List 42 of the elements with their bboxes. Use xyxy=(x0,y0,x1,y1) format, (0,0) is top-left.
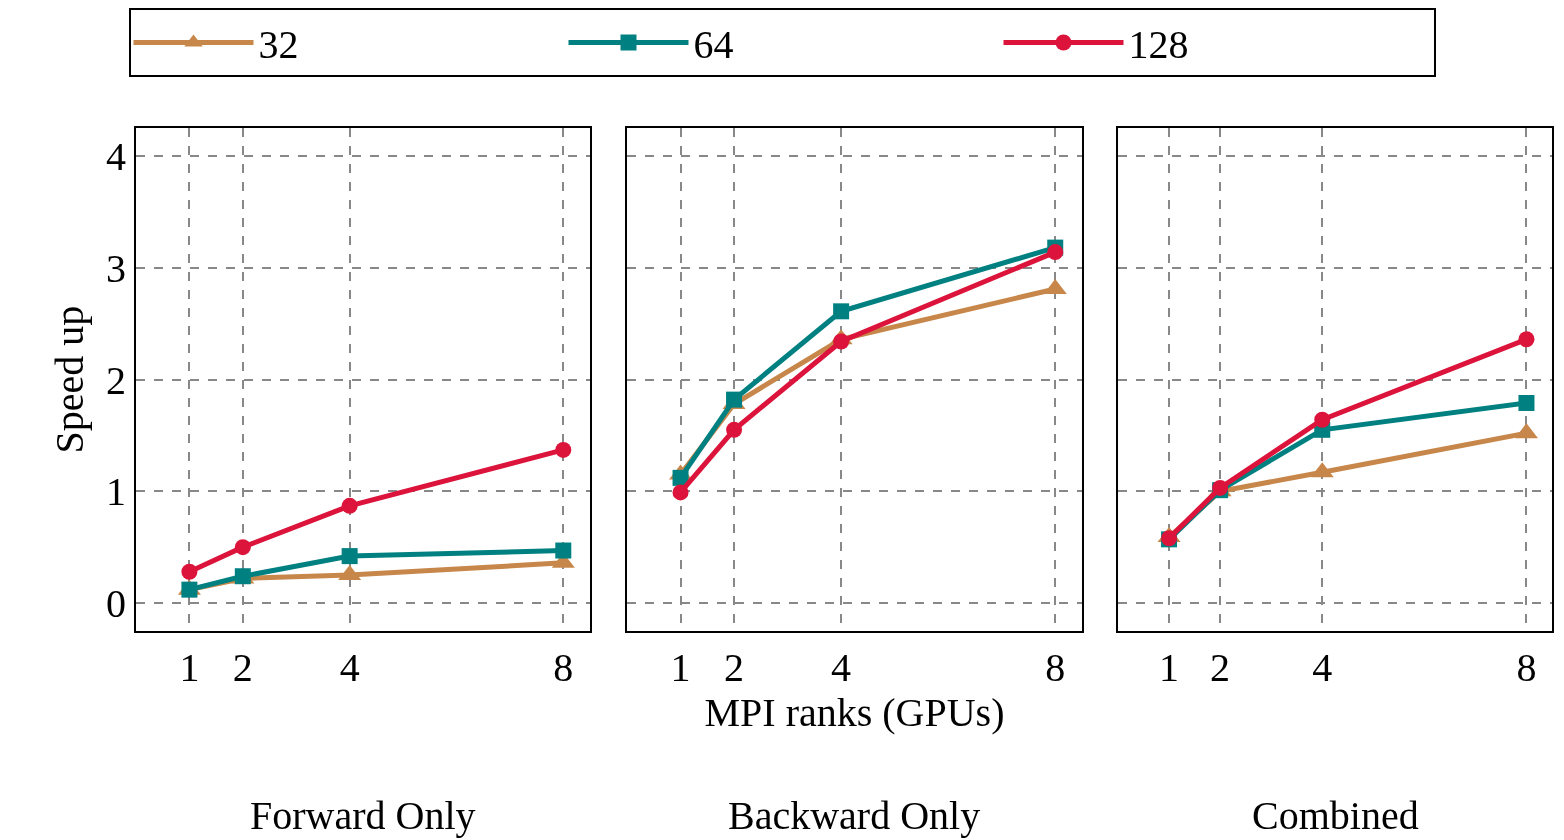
x-tick-label: 1 xyxy=(179,645,200,690)
point xyxy=(555,441,572,458)
x-tick-label: 8 xyxy=(553,645,574,690)
legend-label: 32 xyxy=(258,22,299,68)
x-tick-label: 1 xyxy=(670,645,691,690)
y-tick-label: 0 xyxy=(106,581,126,627)
legend-label: 128 xyxy=(1128,22,1189,68)
x-tick-label: 2 xyxy=(1210,645,1231,690)
x-axis-title: MPI ranks (GPUs) xyxy=(704,690,1005,735)
point xyxy=(555,542,572,559)
x-tick-label: 4 xyxy=(339,645,360,690)
x-tick-label: 2 xyxy=(724,645,745,690)
text: Forward Only xyxy=(250,793,476,838)
point xyxy=(833,333,850,350)
y-tick-label: 2 xyxy=(106,357,126,403)
point xyxy=(1518,394,1535,411)
point xyxy=(234,539,251,556)
x-tick-label: 4 xyxy=(831,645,852,690)
text: Combined xyxy=(1252,793,1419,838)
y-axis-title: Speed up xyxy=(47,305,92,454)
point xyxy=(181,581,198,598)
x-tick-label: 8 xyxy=(1516,645,1537,690)
point xyxy=(833,303,850,320)
x-tick-label: 4 xyxy=(1312,645,1333,690)
point xyxy=(181,563,198,580)
point xyxy=(1314,411,1331,428)
x-tick-label: 2 xyxy=(232,645,253,690)
point xyxy=(1518,331,1535,348)
y-tick-label: 4 xyxy=(106,133,126,179)
point xyxy=(1047,244,1064,261)
legend-label: 64 xyxy=(693,22,734,68)
point xyxy=(726,391,743,408)
y-tick-label: 3 xyxy=(106,245,126,291)
point xyxy=(726,421,743,438)
x-tick-label: 8 xyxy=(1045,645,1066,690)
y-tick-label: 1 xyxy=(106,469,126,515)
point xyxy=(341,548,358,565)
point xyxy=(234,568,251,585)
point xyxy=(341,497,358,514)
point xyxy=(672,484,689,501)
text: Backward Only xyxy=(728,793,981,838)
x-tick-label: 1 xyxy=(1159,645,1180,690)
